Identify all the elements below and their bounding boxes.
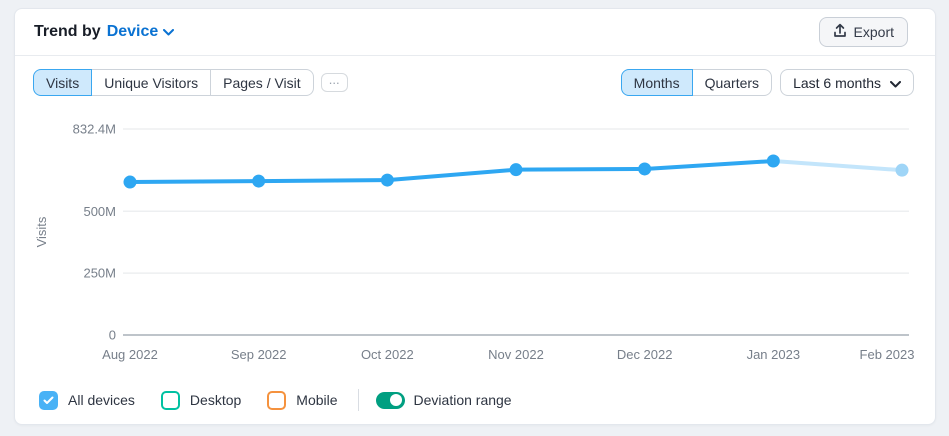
device-selector-label: Device [106, 23, 159, 40]
controls-row: Visits Unique Visitors Pages / Visit ...… [33, 69, 914, 96]
chart-line-segment [128, 179, 261, 185]
page-title: Trend by Device [34, 23, 175, 41]
chart-data-point[interactable] [766, 154, 780, 168]
legend-label: All devices [68, 392, 135, 408]
legend-divider [357, 389, 359, 411]
tab-quarters[interactable]: Quarters [691, 69, 773, 96]
chart-data-point[interactable] [380, 173, 394, 187]
toggle-knob [389, 394, 402, 406]
chart-line-segment [256, 178, 390, 184]
x-axis-tick-label: Feb 2023 [860, 347, 915, 362]
y-axis-tick-label: 832.4M [73, 122, 116, 137]
chart-data-point[interactable] [895, 163, 909, 177]
export-label: Export [853, 24, 894, 40]
x-axis-tick-label: Sep 2022 [231, 347, 287, 362]
chart-line-segment [642, 159, 776, 171]
export-button[interactable]: Export [818, 17, 908, 47]
all-devices-checkbox[interactable] [39, 390, 58, 410]
legend-label: Desktop [189, 392, 242, 408]
card-header: Trend by Device Export [15, 9, 935, 56]
legend-item-desktop[interactable]: Desktop [160, 390, 242, 410]
controls-right: Months Quarters Last 6 months [620, 69, 914, 96]
chart-legend: All devices Desktop Mobile Deviation ran… [39, 389, 915, 411]
chevron-down-icon [163, 23, 175, 41]
export-icon [833, 23, 847, 41]
chart-data-point[interactable] [252, 174, 266, 188]
y-axis-tick-label: 500M [83, 204, 116, 219]
tab-unique-visitors[interactable]: Unique Visitors [91, 69, 212, 96]
legend-label: Mobile [296, 392, 338, 408]
chart-line-segment [771, 159, 904, 173]
metric-tabs: Visits Unique Visitors Pages / Visit [33, 69, 314, 96]
chevron-down-icon [890, 75, 901, 91]
x-axis-tick-label: Oct 2022 [361, 347, 414, 362]
deviation-range-label: Deviation range [413, 392, 512, 408]
chart-line-segment [514, 166, 647, 172]
chart-data-point[interactable] [638, 162, 652, 176]
y-axis-tick-label: 0 [109, 328, 116, 343]
y-axis-tick-label: 250M [83, 266, 116, 281]
trend-line-chart: 832.4M 500M 250M 0 Visits Aug 2022 Sep 2022 Oct… [34, 122, 915, 363]
date-range-value: Last 6 months [793, 74, 881, 91]
x-axis-tick-label: Jan 2023 [747, 347, 801, 362]
x-axis-tick-label: Aug 2022 [102, 347, 158, 362]
chart-line-segment [385, 167, 518, 183]
x-axis-tick-label: Nov 2022 [488, 347, 544, 362]
chart-data-point[interactable] [123, 175, 137, 189]
trend-card: Trend by Device Export Visits Unique Vis… [14, 8, 936, 425]
x-axis-tick-label: Dec 2022 [617, 347, 673, 362]
title-prefix: Trend by [34, 23, 101, 40]
mobile-checkbox[interactable] [267, 390, 287, 410]
y-axis-title: Visits [34, 216, 49, 247]
tab-months[interactable]: Months [620, 69, 693, 96]
desktop-checkbox[interactable] [160, 390, 180, 410]
device-selector[interactable]: Device [107, 23, 175, 41]
more-metrics-button[interactable]: ... [320, 73, 348, 92]
date-range-dropdown[interactable]: Last 6 months [780, 69, 914, 96]
chart-data-point[interactable] [509, 163, 523, 177]
legend-item-mobile[interactable]: Mobile [267, 390, 338, 410]
legend-item-all-devices[interactable]: All devices [39, 390, 135, 410]
tab-visits[interactable]: Visits [33, 69, 93, 96]
tab-pages-per-visit[interactable]: Pages / Visit [210, 69, 314, 96]
deviation-range-toggle-item[interactable]: Deviation range [375, 391, 512, 409]
period-tabs: Months Quarters [620, 69, 773, 96]
deviation-range-toggle[interactable] [375, 391, 405, 409]
